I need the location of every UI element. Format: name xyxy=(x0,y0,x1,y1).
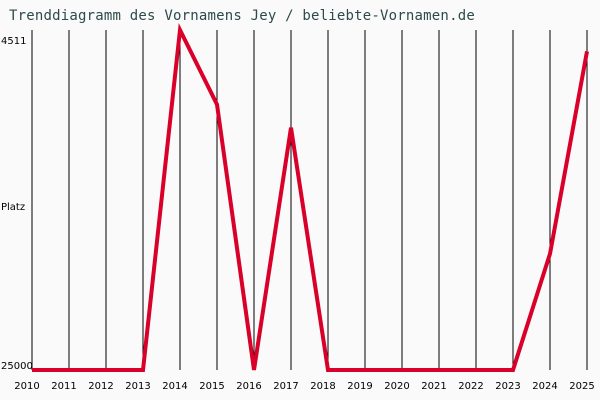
x-tick-2024: 2024 xyxy=(532,381,558,392)
chart-title: Trenddiagramm des Vornamens Jey / belieb… xyxy=(9,8,475,24)
y-tick-bottom: 25000 xyxy=(1,361,33,372)
x-tick-2018: 2018 xyxy=(310,381,336,392)
x-tick-2023: 2023 xyxy=(495,381,521,392)
x-tick-2016: 2016 xyxy=(236,381,262,392)
x-tick-2017: 2017 xyxy=(273,381,299,392)
x-tick-2020: 2020 xyxy=(384,381,410,392)
x-tick-2013: 2013 xyxy=(125,381,151,392)
x-tick-2012: 2012 xyxy=(88,381,114,392)
x-tick-2015: 2015 xyxy=(199,381,225,392)
rank-trend-line xyxy=(32,22,589,372)
x-tick-2014: 2014 xyxy=(162,381,188,392)
y-axis-label: Platz xyxy=(1,202,26,213)
x-tick-2011: 2011 xyxy=(51,381,77,392)
x-tick-2022: 2022 xyxy=(458,381,484,392)
vertical-gridlines xyxy=(68,30,588,370)
x-tick-2019: 2019 xyxy=(347,381,373,392)
x-tick-2025: 2025 xyxy=(569,381,595,392)
x-tick-2021: 2021 xyxy=(421,381,447,392)
y-tick-top: 4511 xyxy=(1,36,27,47)
x-tick-2010: 2010 xyxy=(14,381,40,392)
